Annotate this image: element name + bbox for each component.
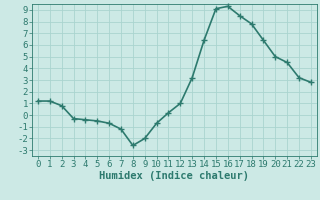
X-axis label: Humidex (Indice chaleur): Humidex (Indice chaleur) [100,171,249,181]
